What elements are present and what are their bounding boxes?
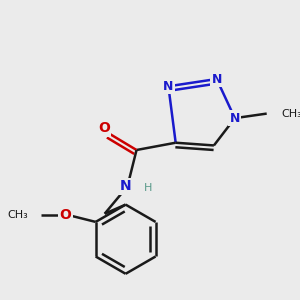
Text: N: N [230,112,240,124]
Text: H: H [144,183,152,193]
Text: CH₃: CH₃ [281,109,300,118]
Text: CH₃: CH₃ [8,210,28,220]
Text: O: O [98,121,110,135]
Text: N: N [120,179,131,194]
Text: N: N [212,73,222,85]
Text: O: O [60,208,72,222]
Text: N: N [163,80,174,93]
